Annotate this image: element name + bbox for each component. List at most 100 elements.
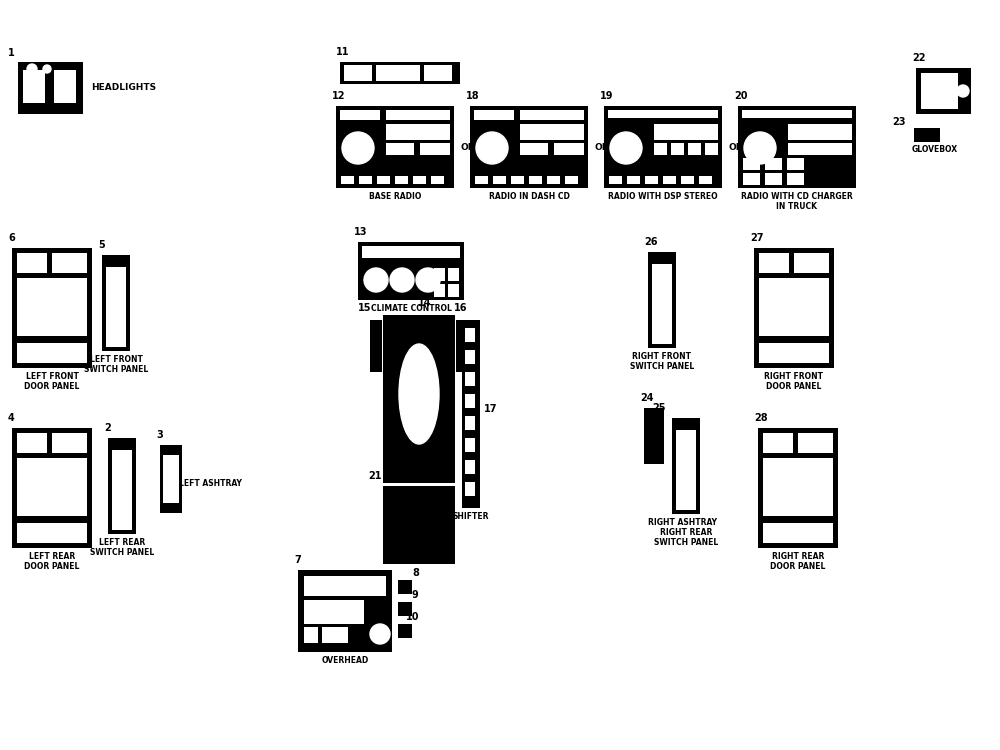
Text: 20: 20 [734, 91, 748, 101]
Circle shape [610, 132, 642, 164]
Bar [106, 267, 126, 347]
Text: OR: OR [729, 142, 743, 152]
Bar [916, 68, 971, 114]
Bar [765, 173, 782, 185]
Bar [340, 110, 380, 120]
Bar [699, 176, 712, 184]
Bar [465, 350, 475, 364]
Bar [52, 433, 87, 453]
Bar [12, 248, 92, 368]
Text: 6: 6 [8, 233, 15, 243]
Bar [448, 284, 459, 297]
Bar [413, 176, 426, 184]
Text: 22: 22 [912, 53, 926, 63]
Text: 13: 13 [354, 227, 368, 237]
Text: CONSOLE: CONSOLE [399, 487, 439, 496]
Bar [465, 394, 475, 408]
Bar [754, 248, 834, 368]
Text: SHIFTER: SHIFTER [453, 512, 489, 521]
Bar [395, 176, 408, 184]
Text: BASE RADIO: BASE RADIO [369, 192, 421, 201]
Text: 16: 16 [454, 303, 468, 313]
Text: LEFT REAR
DOOR PANEL: LEFT REAR DOOR PANEL [24, 552, 80, 572]
Text: 10: 10 [406, 612, 420, 622]
Text: 4: 4 [8, 413, 15, 423]
Bar [554, 143, 584, 155]
Ellipse shape [399, 344, 439, 444]
Bar [304, 576, 386, 596]
Bar [386, 124, 450, 140]
Text: RIGHT REAR
DOOR PANEL: RIGHT REAR DOOR PANEL [770, 552, 826, 572]
Text: 12: 12 [332, 91, 346, 101]
Circle shape [43, 65, 51, 73]
Text: 14: 14 [418, 298, 432, 308]
Text: 11: 11 [336, 47, 350, 57]
Bar [654, 124, 718, 140]
Bar [448, 268, 459, 281]
Bar [17, 523, 87, 543]
Bar [362, 246, 460, 258]
Bar [383, 486, 455, 564]
Bar [742, 110, 852, 118]
Text: 5: 5 [98, 240, 105, 250]
Bar [340, 62, 460, 84]
Bar [383, 315, 455, 483]
Text: 17: 17 [484, 404, 498, 414]
Text: RIGHT FRONT
SWITCH PANEL: RIGHT FRONT SWITCH PANEL [630, 352, 694, 371]
Text: 1: 1 [8, 48, 15, 58]
Bar [470, 106, 588, 188]
Text: RIGHT REAR
SWITCH PANEL: RIGHT REAR SWITCH PANEL [654, 528, 718, 548]
Bar [434, 268, 445, 281]
Bar [648, 252, 676, 348]
Bar [794, 253, 829, 273]
Bar [398, 580, 412, 594]
Text: RADIO WITH DSP STEREO: RADIO WITH DSP STEREO [608, 192, 718, 201]
Text: HEADLIGHTS: HEADLIGHTS [91, 83, 156, 92]
Text: OR: OR [595, 142, 609, 152]
Bar [475, 176, 488, 184]
Bar [18, 62, 83, 114]
Bar [520, 124, 584, 140]
Bar [763, 458, 833, 516]
Bar [17, 458, 87, 516]
Text: LEFT FRONT
SWITCH PANEL: LEFT FRONT SWITCH PANEL [84, 355, 148, 374]
Bar [54, 70, 76, 103]
Bar [788, 143, 852, 155]
Bar [17, 433, 47, 453]
Circle shape [416, 268, 440, 292]
Bar [108, 438, 136, 534]
Bar [758, 428, 838, 548]
Bar [462, 320, 480, 508]
Text: 28: 28 [754, 413, 768, 423]
Circle shape [342, 132, 374, 164]
Circle shape [476, 132, 508, 164]
Bar [304, 600, 364, 624]
Bar [12, 428, 92, 548]
Bar [627, 176, 640, 184]
Circle shape [390, 268, 414, 292]
Bar [914, 128, 940, 142]
Text: LEFT REAR
SWITCH PANEL: LEFT REAR SWITCH PANEL [90, 538, 154, 557]
Text: 3: 3 [156, 430, 163, 440]
Bar [743, 158, 760, 170]
Bar [17, 343, 87, 363]
Text: OVERHEAD: OVERHEAD [321, 656, 369, 665]
Bar [302, 574, 388, 648]
Circle shape [27, 64, 37, 74]
Bar [511, 176, 524, 184]
Text: 27: 27 [750, 233, 764, 243]
Bar [921, 73, 958, 109]
Bar [424, 65, 452, 81]
Bar [376, 65, 420, 81]
Bar [358, 242, 464, 300]
Bar [763, 523, 833, 543]
Bar [759, 343, 829, 363]
Bar [474, 110, 514, 120]
Text: 7: 7 [294, 555, 301, 565]
Bar [493, 176, 506, 184]
Bar [377, 176, 390, 184]
Bar [743, 173, 760, 185]
Bar [787, 173, 804, 185]
Bar [520, 143, 548, 155]
Bar [688, 143, 701, 155]
